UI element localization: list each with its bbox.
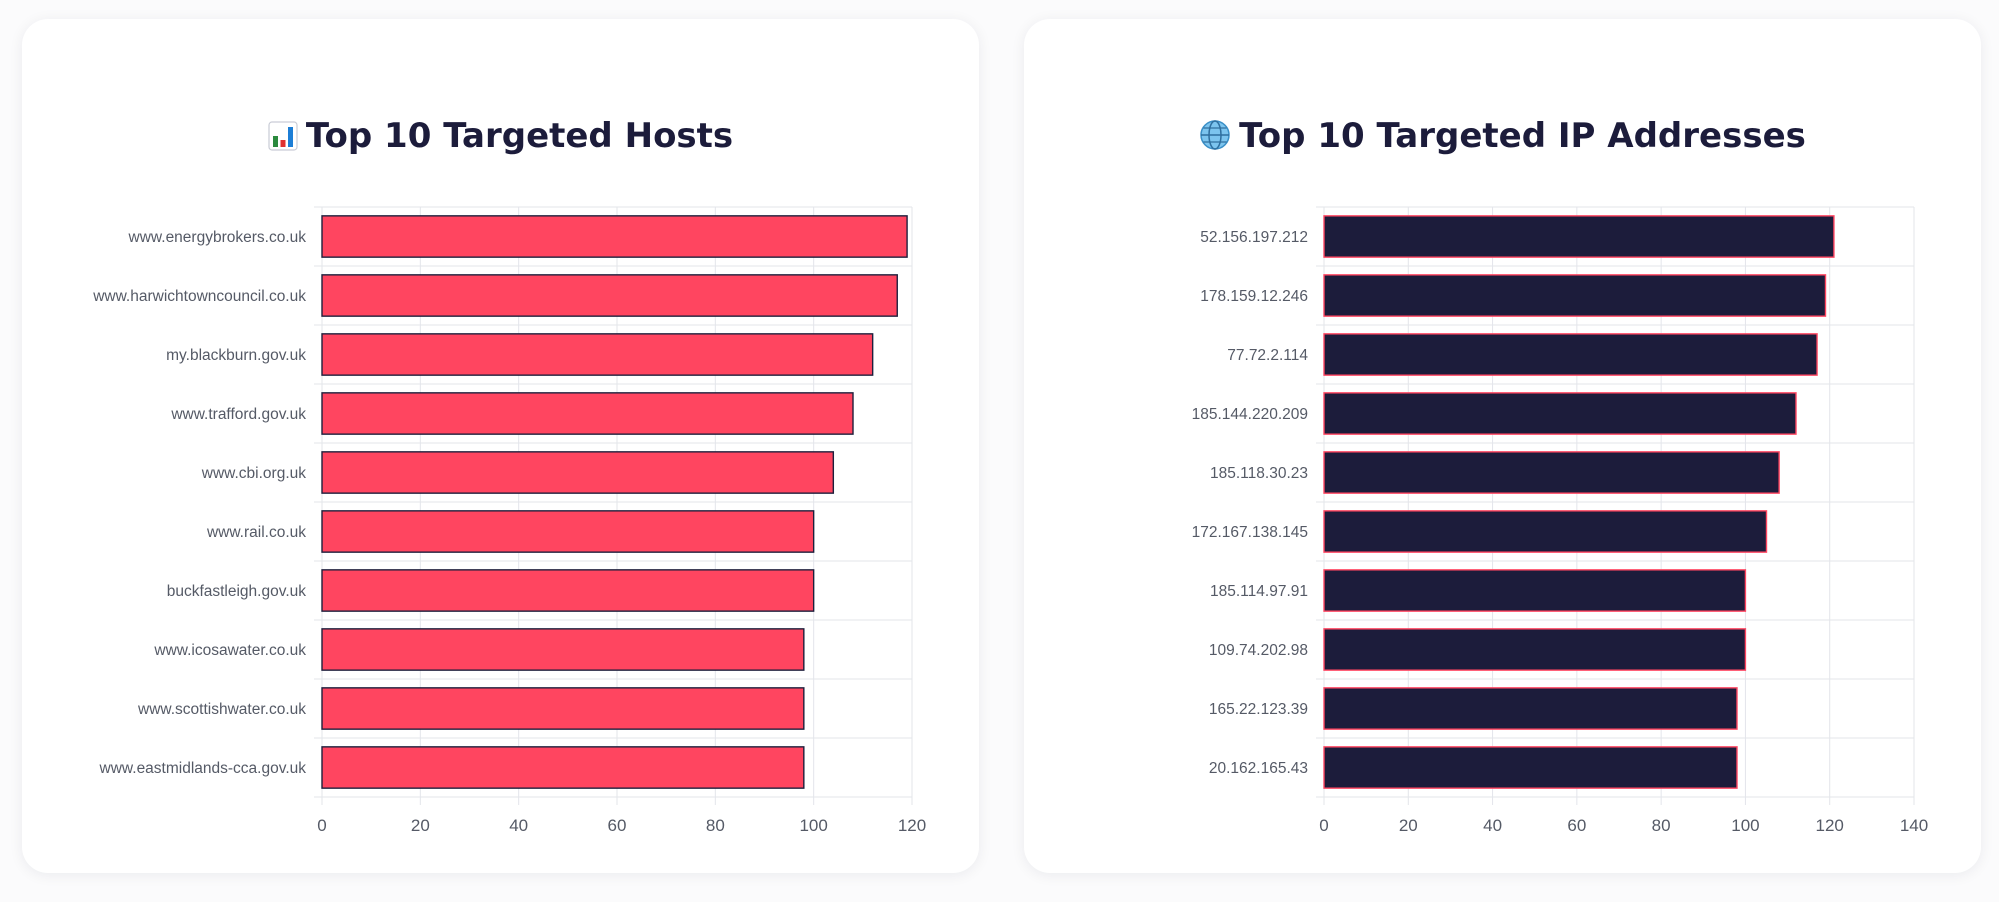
hosts-category-label: www.harwichtowncouncil.co.uk	[92, 288, 306, 305]
ips-bar[interactable]	[1323, 628, 1747, 671]
hosts-bar[interactable]	[321, 333, 874, 376]
hosts-category-label: www.icosawater.co.uk	[153, 642, 306, 659]
hosts-bar[interactable]	[321, 274, 898, 317]
ips-category-label: 185.114.97.91	[1210, 583, 1308, 600]
ips-bar[interactable]	[1323, 274, 1827, 317]
ips-x-tick-label: 0	[1319, 816, 1328, 835]
hosts-bar[interactable]	[321, 451, 835, 494]
hosts-bar[interactable]	[321, 510, 815, 553]
hosts-bar[interactable]	[321, 215, 908, 258]
ips-x-tick-label: 20	[1399, 816, 1418, 835]
hosts-bar[interactable]	[321, 746, 805, 789]
hosts-x-tick-label: 80	[706, 816, 725, 835]
ips-chart-card: Top 10 Targeted IP Addresses 0 20 40 60 80 10…	[1024, 19, 1981, 873]
hosts-category-label: buckfastleigh.gov.uk	[167, 583, 307, 600]
hosts-category-label: www.eastmidlands-cca.gov.uk	[99, 760, 307, 777]
ips-x-tick-label: 100	[1731, 816, 1759, 835]
ips-bar[interactable]	[1323, 569, 1747, 612]
hosts-x-tick-label: 60	[608, 816, 627, 835]
bar-chart-icon	[268, 121, 298, 151]
hosts-x-tick-label: 120	[898, 816, 926, 835]
hosts-chart-title-text: Top 10 Targeted Hosts	[305, 116, 734, 156]
ips-bar[interactable]	[1323, 746, 1738, 789]
ips-bar[interactable]	[1323, 215, 1835, 258]
ips-bar-chart: 0 20 40 60 80 100 120 140 52.156.197.212 178.159.…	[1192, 206, 1928, 835]
ips-x-tick-label: 40	[1483, 816, 1502, 835]
hosts-category-label: www.scottishwater.co.uk	[137, 701, 306, 718]
hosts-chart-card: Top 10 Targeted Hosts 0 20 40 60 80 100 120 www…	[22, 19, 979, 873]
ips-category-label: 165.22.123.39	[1209, 701, 1308, 718]
ips-bar[interactable]	[1323, 510, 1768, 553]
ips-chart-title-text: Top 10 Targeted IP Addresses	[1239, 116, 1806, 156]
hosts-x-tick-label: 100	[799, 816, 827, 835]
globe-icon	[1200, 120, 1230, 150]
hosts-category-label: my.blackburn.gov.uk	[166, 347, 306, 364]
hosts-bar[interactable]	[321, 569, 815, 612]
hosts-chart-title: Top 10 Targeted Hosts	[22, 119, 979, 153]
ips-x-tick-label: 60	[1567, 816, 1586, 835]
hosts-category-label: www.cbi.org.uk	[201, 465, 306, 482]
ips-x-tick-label: 120	[1816, 816, 1844, 835]
ips-chart-title: Top 10 Targeted IP Addresses	[1024, 119, 1981, 153]
hosts-x-tick-label: 40	[509, 816, 528, 835]
ips-bar[interactable]	[1323, 451, 1780, 494]
hosts-category-label: www.trafford.gov.uk	[170, 406, 306, 423]
hosts-category-label: www.rail.co.uk	[206, 524, 306, 541]
ips-category-label: 185.118.30.23	[1210, 465, 1308, 482]
ips-category-label: 77.72.2.114	[1227, 347, 1308, 364]
hosts-bar[interactable]	[321, 628, 805, 671]
ips-category-label: 178.159.12.246	[1200, 288, 1308, 305]
ips-category-label: 109.74.202.98	[1209, 642, 1308, 659]
hosts-x-tick-label: 0	[317, 816, 326, 835]
hosts-category-label: www.energybrokers.co.uk	[128, 229, 307, 246]
ips-bar[interactable]	[1323, 392, 1797, 435]
hosts-bar[interactable]	[321, 392, 854, 435]
hosts-x-tick-label: 20	[411, 816, 430, 835]
ips-category-label: 185.144.220.209	[1192, 406, 1308, 423]
ips-x-tick-label: 80	[1652, 816, 1671, 835]
ips-category-label: 20.162.165.43	[1209, 760, 1308, 777]
ips-category-label: 172.167.138.145	[1192, 524, 1308, 541]
hosts-bar-chart: 0 20 40 60 80 100 120 www.energybrokers.co.uk ww…	[92, 206, 926, 835]
ips-x-tick-label: 140	[1900, 816, 1928, 835]
hosts-bar[interactable]	[321, 687, 805, 730]
ips-bar[interactable]	[1323, 333, 1818, 376]
ips-bar[interactable]	[1323, 687, 1738, 730]
ips-category-label: 52.156.197.212	[1200, 229, 1308, 246]
